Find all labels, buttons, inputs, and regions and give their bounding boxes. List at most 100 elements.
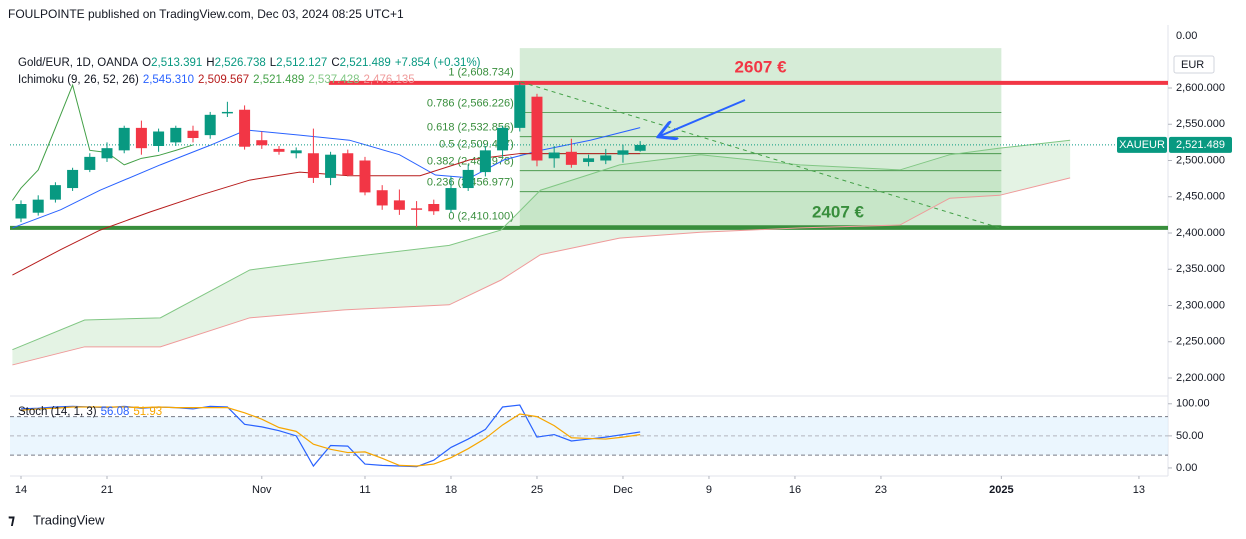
- x-tick-label: 14: [15, 484, 27, 496]
- candle-body: [273, 148, 285, 152]
- candle-body: [290, 150, 302, 154]
- fib-label: 0.5 (2,509.417): [439, 139, 514, 151]
- candle-body: [411, 208, 423, 210]
- x-tick-label: 11: [359, 484, 370, 496]
- ichimoku-value: 2,521.489: [253, 74, 305, 86]
- footer: TradingView: [33, 512, 105, 527]
- logo: ⁊: [8, 512, 15, 528]
- candle-body: [101, 148, 113, 159]
- candle-body: [514, 85, 526, 128]
- x-tick-label: 18: [445, 484, 457, 496]
- candle-body: [84, 156, 96, 170]
- ichimoku-cloud: [12, 140, 1071, 365]
- x-tick-label: Nov: [252, 484, 272, 496]
- ichimoku-name: Ichimoku (9, 26, 52, 26): [18, 74, 139, 86]
- currency-box: [1173, 55, 1215, 74]
- x-tick-label: 2025: [989, 484, 1013, 496]
- candle-body: [15, 204, 27, 219]
- candle-body: [479, 150, 491, 173]
- candle-body: [239, 109, 251, 147]
- candle-body: [49, 185, 61, 200]
- candle-body: [445, 188, 457, 210]
- candle-body: [204, 114, 216, 136]
- candle-body: [617, 150, 629, 155]
- change: +7.854 (+0.31%): [394, 57, 481, 69]
- candle-body: [67, 169, 79, 189]
- ohlc-key: H: [206, 57, 215, 69]
- y-tick-label: 2,350.000: [1176, 263, 1225, 275]
- y-tick-label: 2,200.000: [1176, 372, 1225, 384]
- y-tick-label: 100.00: [1176, 398, 1210, 410]
- candle-body: [583, 158, 595, 162]
- y-tick-label: 50.00: [1176, 430, 1204, 442]
- y-tick-label: 0.00: [1176, 462, 1197, 474]
- x-tick-label: 21: [101, 484, 113, 496]
- ichimoku-line: [11, 83, 194, 201]
- stoch-line: [20, 404, 641, 468]
- ohlc-key: C: [331, 57, 340, 69]
- price-tag-symbol-box: [1117, 136, 1167, 153]
- y-tick-label: 2,300.000: [1176, 299, 1225, 311]
- stoch-value: 51.93: [133, 406, 163, 418]
- stoch-line: [20, 406, 641, 467]
- candle-body: [462, 169, 474, 189]
- currency: EUR: [1181, 59, 1204, 71]
- stoch-band: [10, 416, 1168, 456]
- candle-body: [359, 160, 371, 193]
- header: FOULPOINTE published on TradingView.com,…: [8, 7, 404, 21]
- fib-label: 0.382 (2,485.978): [427, 156, 514, 168]
- candle-body: [135, 127, 147, 149]
- candle-body: [187, 130, 199, 139]
- x-tick-label: 16: [789, 484, 801, 496]
- x-tick-label: 25: [531, 484, 543, 496]
- ohlc-key: O: [142, 57, 152, 69]
- price-tag-symbol: XAUEUR: [1119, 139, 1165, 151]
- ichimoku-value: 2,537.428: [308, 74, 360, 86]
- ichimoku-line: [12, 153, 641, 276]
- arrow: [660, 99, 746, 136]
- price-tag-box: [1169, 136, 1232, 153]
- y-tick-label: 2,250.000: [1176, 336, 1225, 348]
- ohlc-value: 2,521.489: [339, 57, 391, 69]
- candle-body: [634, 144, 646, 151]
- fib-label: 1 (2,608.734): [448, 67, 513, 79]
- x-tick-label: Dec: [613, 484, 633, 496]
- level-annotation: 2407 €: [812, 202, 865, 221]
- symbol-title: Gold/EUR, 1D, OANDA: [18, 57, 139, 69]
- candle-body: [565, 151, 577, 165]
- x-tick-label: 23: [875, 484, 887, 496]
- stoch-value: 56.08: [100, 406, 130, 418]
- candle-body: [153, 131, 165, 147]
- candle-body: [32, 199, 44, 213]
- ichimoku-value: 2,476.135: [363, 74, 415, 86]
- legend-stoch: Stoch (14, 1, 3) 56.08 51.93: [18, 404, 166, 421]
- candle-body: [221, 111, 233, 114]
- x-tick-label: 13: [1133, 484, 1145, 496]
- ichimoku-line: [12, 177, 1071, 366]
- candle-body: [170, 127, 182, 143]
- y-tick-label: 2,600.000: [1176, 82, 1225, 94]
- ichimoku-line: [12, 139, 1071, 351]
- legend: Gold/EUR, 1D, OANDA O2,513.391 H2,526.738 L…: [18, 55, 485, 72]
- ohlc-value: 2,526.738: [214, 57, 266, 69]
- trend-line: [520, 81, 1001, 229]
- fib-label: 0.618 (2,532.856): [427, 122, 514, 134]
- candle-body: [531, 96, 543, 161]
- candle-body: [256, 140, 268, 146]
- ohlc-value: 2,512.127: [276, 57, 328, 69]
- stoch-name: Stoch (14, 1, 3): [18, 406, 97, 418]
- candle-body: [497, 127, 509, 151]
- candle-body: [342, 153, 354, 176]
- legend-ichimoku: Ichimoku (9, 26, 52, 26) 2,545.310 2,509.5…: [18, 72, 419, 89]
- level-annotation: 2607 €: [735, 57, 788, 76]
- y-tick-label: 2,550.000: [1176, 118, 1225, 130]
- candle-body: [393, 200, 405, 210]
- candle-body: [548, 152, 560, 159]
- y-tick-label: 2,450.000: [1176, 191, 1225, 203]
- top-label: 0.00: [1176, 30, 1197, 42]
- fib-label: 0.786 (2,566.226): [427, 97, 514, 109]
- logo-icon: ⁊: [8, 512, 15, 528]
- candle-body: [600, 155, 612, 161]
- ohlc-key: L: [269, 57, 277, 69]
